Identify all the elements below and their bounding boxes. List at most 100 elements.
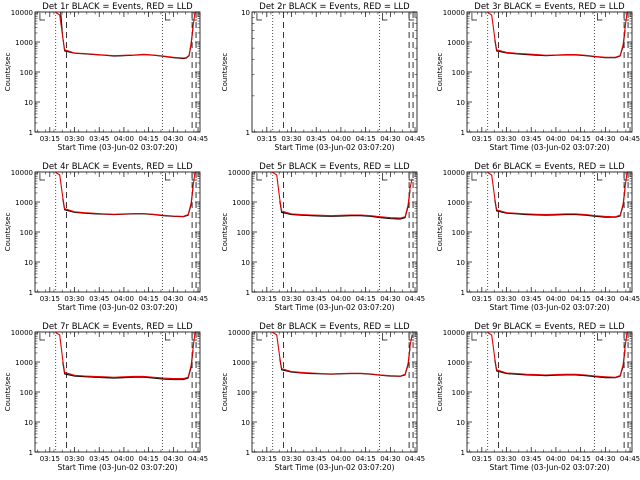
y-tick-label: 10 (241, 259, 250, 267)
x-tick-label: 04:00 (546, 135, 566, 143)
x-tick-label: 04:30 (380, 455, 400, 463)
events-series-line (60, 12, 194, 60)
x-tick-label: 03:45 (89, 295, 109, 303)
y-tick-label: 10 (456, 99, 465, 107)
y-tick-label: 10000 (228, 329, 250, 337)
x-tick-label: 04:00 (114, 295, 134, 303)
y-tick-label: 10 (24, 259, 33, 267)
y-tick-label: 10 (24, 99, 33, 107)
x-tick-label: 04:15 (571, 135, 591, 143)
y-tick-label: 1000 (447, 199, 465, 207)
panel-det-3: Det 3r BLACK = Events, RED = LLD 1 10 100 10… (436, 2, 640, 152)
x-tick-label: 04:15 (139, 295, 159, 303)
y-tick-label: 1 (246, 449, 250, 457)
L-marker (597, 13, 603, 21)
L-marker (39, 173, 45, 181)
x-tick-label: 04:00 (114, 135, 134, 143)
x-tick-label: 04:30 (380, 295, 400, 303)
x-tick-label: 04:30 (163, 295, 183, 303)
x-tick-label: 04:30 (380, 135, 400, 143)
x-tick-label: 03:15 (257, 295, 277, 303)
x-axis-label: Start Time (03-Jun-02 03:07:20) (490, 303, 610, 312)
x-tick-label: 03:45 (89, 455, 109, 463)
x-tick-label: 04:00 (114, 455, 134, 463)
x-tick-label: 03:45 (306, 135, 326, 143)
series-group (486, 12, 628, 59)
lld-series-line (486, 172, 628, 218)
plot-frame (466, 11, 633, 133)
x-tick-label: 04:15 (571, 295, 591, 303)
panel-det-1: Det 1r BLACK = Events, RED = LLD 1 10 100 10… (4, 2, 208, 152)
x-tick-label: 03:30 (281, 455, 301, 463)
x-tick-label: 04:00 (546, 295, 566, 303)
x-tick-label: 04:30 (595, 295, 615, 303)
y-tick-label: 10 (456, 419, 465, 427)
L-marker (256, 333, 262, 341)
y-tick-label: 10 (456, 259, 465, 267)
x-tick-label: 03:15 (472, 295, 492, 303)
x-tick-label: 03:30 (281, 295, 301, 303)
L-marker (597, 333, 603, 341)
L-marker (39, 333, 45, 341)
L-marker (256, 13, 262, 21)
plot-frame (251, 171, 418, 293)
series-group (486, 172, 628, 218)
x-tick-label: 04:30 (163, 455, 183, 463)
L-marker (471, 13, 477, 21)
y-tick-label: 10000 (11, 329, 33, 337)
y-axis-label: Counts/sec (4, 53, 12, 92)
x-axis-label: Start Time (03-Jun-02 03:07:20) (58, 463, 178, 472)
lld-series-line (486, 12, 628, 58)
lld-series-line (54, 172, 196, 217)
x-tick-label: 04:45 (188, 295, 208, 303)
L-marker (382, 173, 388, 181)
y-tick-label: 10000 (443, 9, 465, 17)
plot-frame (34, 11, 201, 133)
x-axis-label: Start Time (03-Jun-02 03:07:20) (490, 463, 610, 472)
x-tick-label: 04:15 (356, 135, 376, 143)
y-axis-label: Counts/sec (4, 213, 12, 252)
time-markers (471, 172, 630, 292)
y-tick-label: 10 (24, 419, 33, 427)
x-tick-label: 03:45 (521, 135, 541, 143)
x-tick-label: 04:30 (595, 135, 615, 143)
time-markers (256, 172, 415, 292)
x-tick-label: 04:45 (405, 455, 425, 463)
panel-title: Det 1r BLACK = Events, RED = LLD (42, 2, 193, 12)
x-tick-label: 04:45 (405, 135, 425, 143)
x-tick-label: 03:15 (40, 295, 60, 303)
x-tick-label: 04:15 (356, 455, 376, 463)
x-tick-label: 03:15 (40, 455, 60, 463)
panel-title: Det 4r BLACK = Events, RED = LLD (42, 162, 193, 172)
series-group (271, 172, 413, 220)
x-tick-label: 03:30 (496, 135, 516, 143)
panel-title: Det 7r BLACK = Events, RED = LLD (42, 322, 193, 332)
L-marker (382, 333, 388, 341)
y-axis-label: Counts/sec (221, 53, 229, 92)
x-tick-label: 04:45 (620, 455, 640, 463)
plot-frame (251, 331, 418, 453)
x-tick-label: 03:30 (64, 455, 84, 463)
L-marker (597, 173, 603, 181)
y-tick-label: 10000 (443, 169, 465, 177)
L-marker (471, 173, 477, 181)
x-tick-label: 04:45 (188, 135, 208, 143)
x-tick-label: 03:30 (496, 295, 516, 303)
x-axis-label: Start Time (03-Jun-02 03:07:20) (490, 143, 610, 152)
series-group (54, 12, 196, 60)
time-markers (39, 12, 198, 132)
x-tick-label: 04:45 (620, 295, 640, 303)
x-tick-label: 03:45 (306, 455, 326, 463)
plot-frame (466, 171, 633, 293)
x-tick-label: 03:15 (257, 455, 277, 463)
x-tick-label: 04:00 (331, 455, 351, 463)
x-tick-label: 04:15 (571, 455, 591, 463)
lld-series-line (54, 12, 196, 59)
y-tick-label: 1 (461, 289, 465, 297)
time-markers (39, 332, 198, 452)
x-tick-label: 04:30 (595, 455, 615, 463)
x-axis-label: Start Time (03-Jun-02 03:07:20) (275, 463, 395, 472)
panel-det-4: Det 4r BLACK = Events, RED = LLD 1 10 100 10… (4, 162, 208, 312)
y-tick-label: 1000 (15, 359, 33, 367)
y-tick-label: 1 (246, 129, 250, 137)
